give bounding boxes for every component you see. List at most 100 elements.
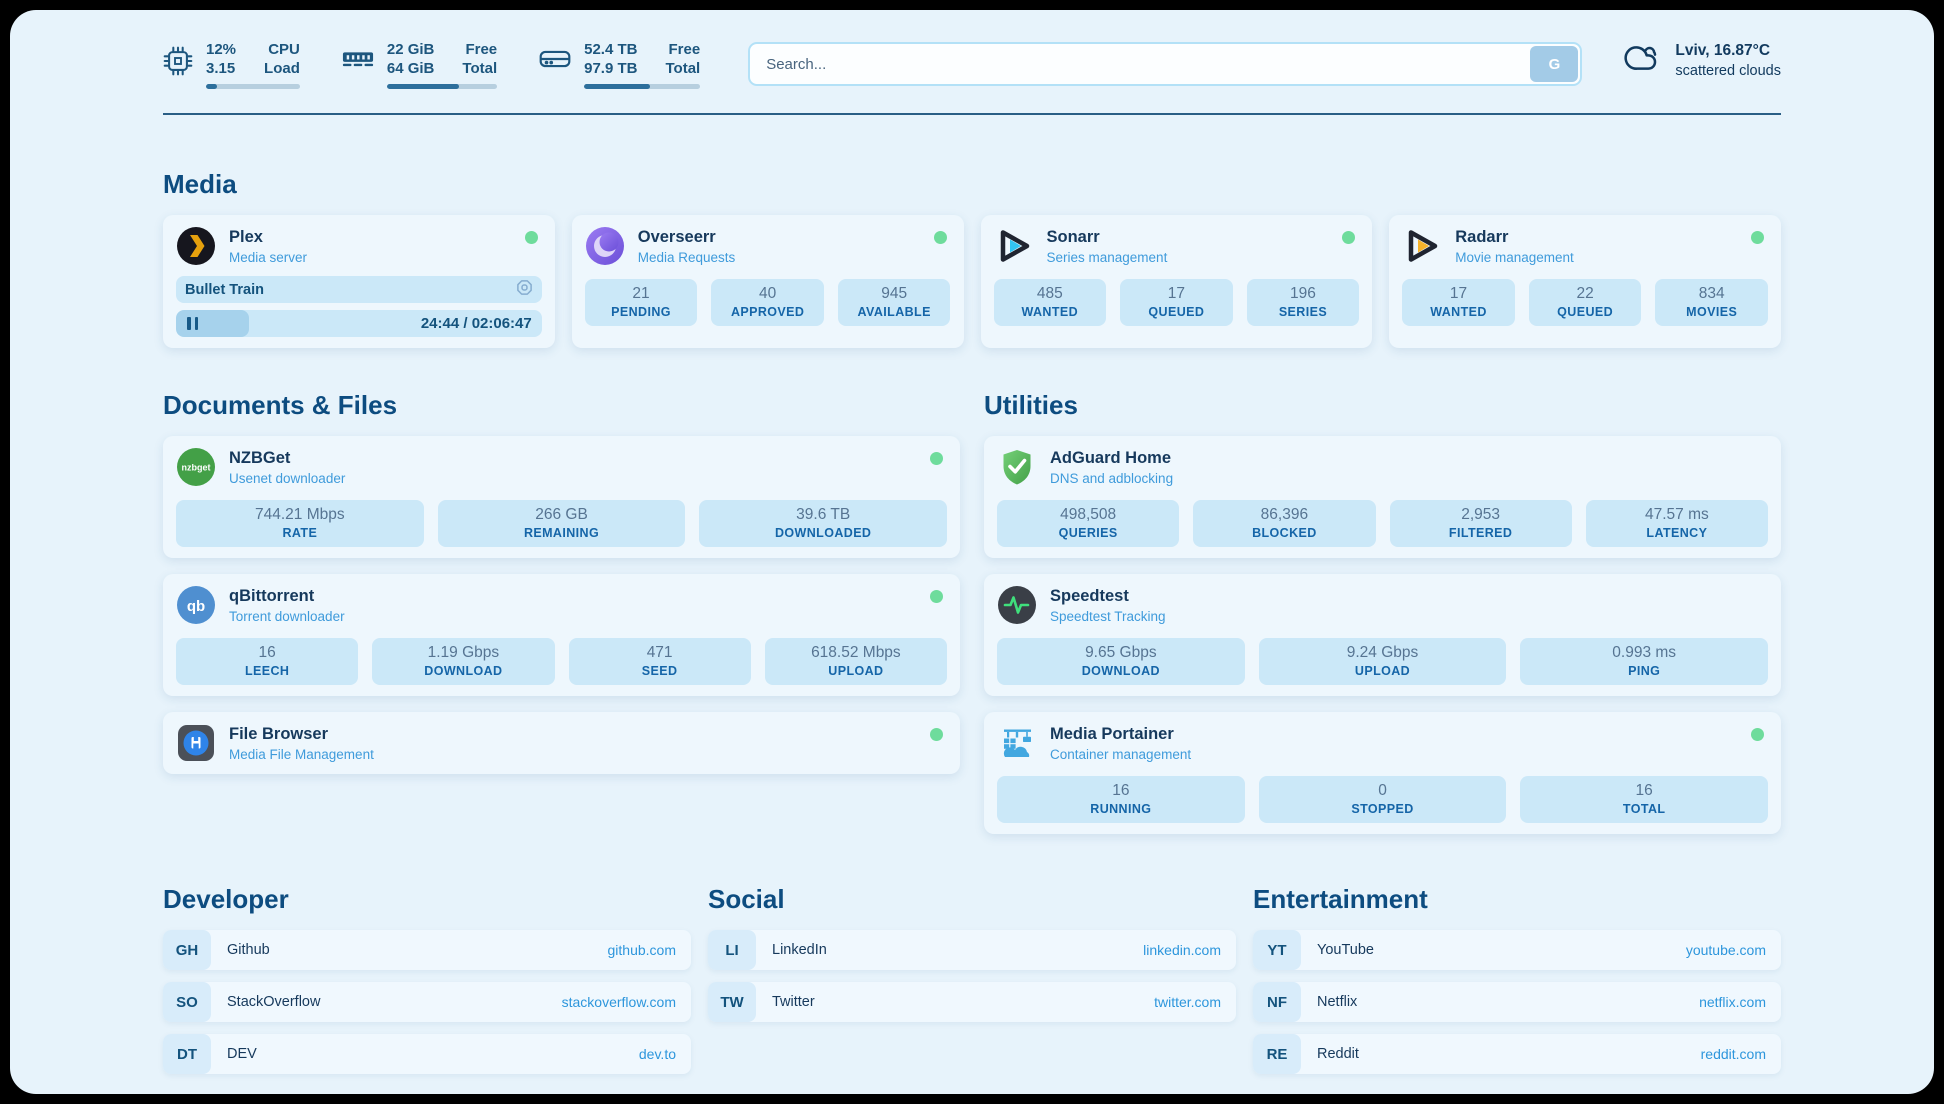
app-card-overseerr[interactable]: Overseerr Media Requests 21 PENDING 40 A… xyxy=(571,215,964,348)
bookmark-url[interactable]: netflix.com xyxy=(1699,994,1766,1010)
bookmark-url[interactable]: linkedin.com xyxy=(1143,942,1221,958)
stat-label: WANTED xyxy=(1430,305,1487,319)
memory-total-value: 64 GiB xyxy=(386,60,435,77)
nzbget-icon: nzbget xyxy=(176,447,216,487)
app-card-filebrowser[interactable]: File Browser Media File Management xyxy=(163,712,960,774)
app-name: AdGuard Home xyxy=(1050,449,1172,467)
app-subtitle: Movie management xyxy=(1455,250,1574,265)
disk-progress-fill xyxy=(584,84,651,89)
stat-blocked: 86,396 BLOCKED xyxy=(1193,500,1376,547)
stat-running: 16 RUNNING xyxy=(997,776,1245,823)
bookmark-url[interactable]: dev.to xyxy=(638,1046,676,1062)
stat-approved: 40 APPROVED xyxy=(711,279,824,326)
disk-widget: 52.4 TB Free 97.9 TB Total xyxy=(539,40,701,89)
stat-queries: 498,508 QUERIES xyxy=(997,500,1180,547)
status-dot xyxy=(1751,728,1764,741)
app-card-nzbget[interactable]: nzbget NZBGet Usenet downloader 74 xyxy=(163,436,960,558)
app-name: Sonarr xyxy=(1046,228,1100,246)
bookmark-github[interactable]: GH Github github.com xyxy=(163,930,691,970)
bookmark-netflix[interactable]: NF Netflix netflix.com xyxy=(1253,982,1781,1022)
search-engine-button[interactable]: G xyxy=(1530,46,1579,82)
stat-queued: 17 QUEUED xyxy=(1120,279,1233,326)
stat-stopped: 0 STOPPED xyxy=(1258,776,1507,823)
bookmark-stackoverflow[interactable]: SO StackOverflow stackoverflow.com xyxy=(163,982,691,1022)
search-input[interactable] xyxy=(750,44,1529,84)
stat-remaining: 266 GB REMAINING xyxy=(437,500,686,547)
bookmark-reddit[interactable]: RE Reddit reddit.com xyxy=(1253,1034,1781,1074)
cpu-label-bottom: Load xyxy=(264,60,300,77)
stat-total: 16 TOTAL xyxy=(1520,776,1769,823)
section-utilities: Utilities xyxy=(984,390,1781,834)
section-documents: Documents & Files nzbget xyxy=(163,390,960,834)
memory-progress-bar xyxy=(386,84,498,89)
stat-download: 1.19 Gbps DOWNLOAD xyxy=(372,638,555,685)
svg-text:qb: qb xyxy=(187,598,205,615)
bookmark-name: Github xyxy=(227,942,270,958)
app-card-sonarr[interactable]: Sonarr Series management 485 WANTED 17 Q… xyxy=(980,215,1373,348)
stat-wanted: 485 WANTED xyxy=(993,279,1107,326)
disk-total-value: 97.9 TB xyxy=(584,60,638,77)
status-dot xyxy=(1751,231,1764,244)
cpu-label-top: CPU xyxy=(268,41,300,58)
app-subtitle: Speedtest Tracking xyxy=(1050,609,1166,624)
bookmark-youtube[interactable]: YT YouTube youtube.com xyxy=(1253,930,1781,970)
now-playing-row: Bullet Train xyxy=(176,276,542,303)
stat-rate: 744.21 Mbps RATE xyxy=(176,500,424,547)
stat-label: DOWNLOAD xyxy=(424,664,503,678)
filebrowser-icon xyxy=(176,723,216,763)
stat-value: 498,508 xyxy=(1060,506,1117,523)
stat-label: MOVIES xyxy=(1686,305,1738,319)
bookmark-name: Reddit xyxy=(1317,1046,1359,1062)
app-card-speedtest[interactable]: Speedtest Speedtest Tracking 9.65 Gbps D… xyxy=(984,574,1781,696)
radarr-icon xyxy=(1402,226,1442,266)
stat-value: 17 xyxy=(1449,285,1468,302)
disk-free-value: 52.4 TB xyxy=(584,41,638,58)
bookmark-url[interactable]: youtube.com xyxy=(1685,942,1766,958)
stat-value: 485 xyxy=(1036,285,1063,302)
app-subtitle: Container management xyxy=(1050,747,1192,762)
stat-label: TOTAL xyxy=(1622,802,1666,816)
stat-value: 2,953 xyxy=(1461,506,1501,523)
bookmark-name: YouTube xyxy=(1317,942,1374,958)
speedtest-icon xyxy=(997,585,1037,625)
stat-value: 0.993 ms xyxy=(1612,644,1677,661)
stat-label: SERIES xyxy=(1278,305,1328,319)
status-dot xyxy=(933,231,947,244)
cpu-widget: 12% CPU 3.15 Load xyxy=(163,40,300,89)
svg-text:nzbget: nzbget xyxy=(182,463,211,473)
weather-widget: Lviv, 16.87°C scattered clouds xyxy=(1620,42,1781,79)
stat-label: BLOCKED xyxy=(1252,526,1317,540)
bookmark-url[interactable]: reddit.com xyxy=(1700,1046,1766,1062)
status-dot xyxy=(930,452,943,465)
stat-value: 9.24 Gbps xyxy=(1346,644,1419,661)
bookmark-linkedin[interactable]: LI LinkedIn linkedin.com xyxy=(708,930,1236,970)
bookmark-url[interactable]: github.com xyxy=(607,942,676,958)
bookmark-url[interactable]: stackoverflow.com xyxy=(561,994,676,1010)
disk-progress-bar xyxy=(584,84,701,89)
app-card-qbittorrent[interactable]: qb qBittorrent Torrent downloader xyxy=(163,574,960,696)
stat-value: 47.57 ms xyxy=(1644,506,1709,523)
bookmark-name: Twitter xyxy=(772,994,815,1010)
app-card-radarr[interactable]: Radarr Movie management 17 WANTED 22 QUE… xyxy=(1389,215,1781,348)
stat-value: 834 xyxy=(1698,285,1725,302)
app-name: Media Portainer xyxy=(1050,725,1174,743)
stat-value: 744.21 Mbps xyxy=(255,506,345,523)
app-name: File Browser xyxy=(229,725,329,743)
bookmark-badge: DT xyxy=(163,1034,211,1074)
stat-value: 16 xyxy=(1635,782,1653,799)
app-card-plex[interactable]: Plex Media server Bullet Train xyxy=(163,215,555,348)
bookmark-url[interactable]: twitter.com xyxy=(1154,994,1221,1010)
stat-latency: 47.57 ms LATENCY xyxy=(1585,500,1768,547)
app-card-portainer[interactable]: Media Portainer Container management 16 … xyxy=(984,712,1781,834)
stat-label: PENDING xyxy=(611,305,671,319)
stat-available: 945 AVAILABLE xyxy=(837,279,951,326)
pause-button[interactable] xyxy=(187,317,198,330)
stat-label: STOPPED xyxy=(1351,802,1414,816)
app-subtitle: Media Requests xyxy=(637,250,736,265)
bookmark-dev[interactable]: DT DEV dev.to xyxy=(163,1034,691,1074)
app-card-adguard[interactable]: AdGuard Home DNS and adblocking 498,508 … xyxy=(984,436,1781,558)
media-card-grid: Plex Media server Bullet Train xyxy=(163,215,1781,348)
bookmark-twitter[interactable]: TW Twitter twitter.com xyxy=(708,982,1236,1022)
section-title-developer: Developer xyxy=(163,884,289,914)
portainer-icon xyxy=(997,723,1037,763)
